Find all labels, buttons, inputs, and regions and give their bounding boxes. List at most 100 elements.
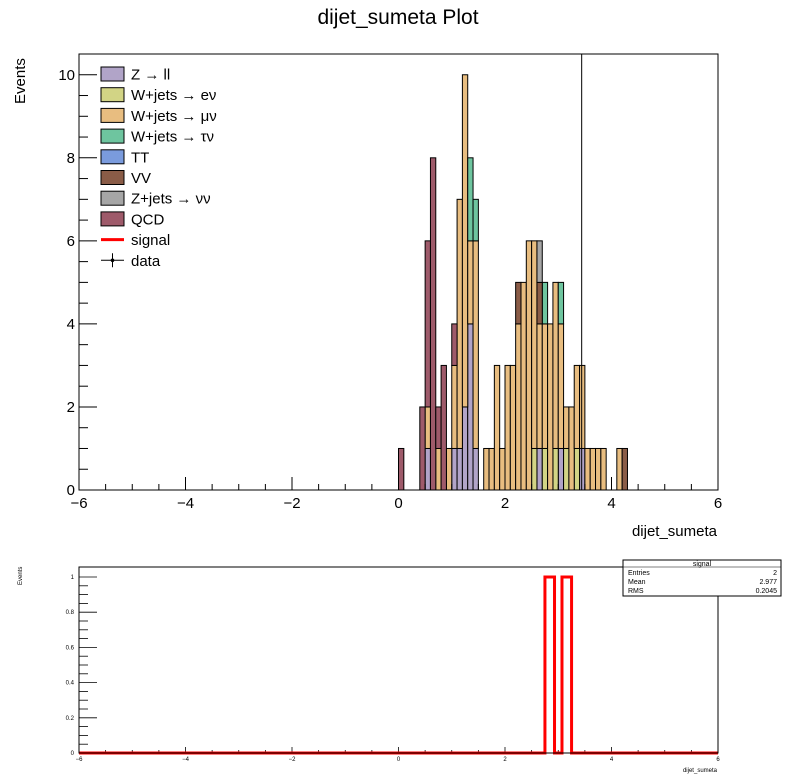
bar-w-munu-bin-26 xyxy=(547,323,554,491)
bar-z-ll-bin-3 xyxy=(424,447,431,491)
bar-w-munu-bin-22 xyxy=(525,240,533,491)
y-axis-label: Events xyxy=(12,58,29,104)
bar-w-munu-bin-33 xyxy=(584,447,591,491)
x-tick-label: 4 xyxy=(607,495,615,512)
legend-swatch-tt xyxy=(100,149,125,165)
legend-label-w-enu: W+jets → eν xyxy=(131,87,216,104)
legend-label-tt: TT xyxy=(131,149,149,166)
y-tick-label: 0 xyxy=(67,482,75,499)
bar-w-munu-bin-31 xyxy=(573,364,581,449)
bar-w-munu-bin-11 xyxy=(467,240,474,325)
signal-x-axis-label: dijet_sumeta xyxy=(683,768,718,774)
legend-label-w-taunu: W+jets → τν xyxy=(131,129,214,146)
bar-z-ll-bin-9 xyxy=(456,447,463,491)
bar-vv-bin-39 xyxy=(621,447,628,491)
signal-y-tick-label: 1 xyxy=(71,575,75,581)
bar-w-munu-bin-18 xyxy=(504,364,511,491)
bar-w-munu-bin-12 xyxy=(472,240,479,449)
bar-w-enu-bin-23 xyxy=(531,447,538,491)
signal-y-tick-label: 0.2 xyxy=(66,716,75,722)
bar-vv-bin-20 xyxy=(515,281,522,325)
bar-w-munu-bin-28 xyxy=(557,323,565,449)
y-tick-label: 10 xyxy=(58,67,75,84)
x-tick-label: −2 xyxy=(283,495,300,512)
bar-w-munu-bin-14 xyxy=(483,447,490,491)
stats-value-rms: 0.2045 xyxy=(756,588,778,595)
stats-label-mean: Mean xyxy=(628,579,646,586)
signal-x-tick-label: 2 xyxy=(503,757,507,763)
legend-swatch-w-taunu xyxy=(100,128,125,144)
y-tick-label: 8 xyxy=(67,150,75,167)
bar-w-munu-bin-20 xyxy=(515,323,522,491)
bar-z-ll-bin-28 xyxy=(557,447,565,491)
signal-x-tick-label: −4 xyxy=(182,757,190,763)
bar-w-taunu-bin-25 xyxy=(541,281,549,325)
bar-qcd-bin-2 xyxy=(419,406,426,491)
main-axes-group: −6 −4 −2 0 2 4 6 0 2 4 6 8 10 xyxy=(58,53,722,512)
bar-z-ll-bin-11 xyxy=(467,323,474,491)
signal-y-tick-label: 0.4 xyxy=(66,681,75,687)
bar-w-taunu-bin-28 xyxy=(557,281,565,325)
signal-y-tick-label: 0.6 xyxy=(66,645,75,651)
bar-z-ll-bin-24 xyxy=(536,447,543,491)
x-tick-label: 0 xyxy=(394,495,402,512)
chart-title: dijet_sumeta Plot xyxy=(317,6,478,29)
bar-w-munu-bin-36 xyxy=(600,447,607,491)
signal-plot-frame xyxy=(78,566,719,754)
legend-label-data: data xyxy=(131,253,161,270)
bar-w-munu-bin-19 xyxy=(509,364,517,491)
bar-w-enu-bin-27 xyxy=(552,447,559,491)
legend-label-z-ll: Z → ll xyxy=(131,67,170,84)
legend-label-signal: signal xyxy=(131,232,170,249)
bar-w-enu-bin-25 xyxy=(541,447,549,491)
x-tick-label: 2 xyxy=(501,495,509,512)
bar-z-ll-bin-10 xyxy=(461,406,469,491)
legend-label-qcd: QCD xyxy=(131,211,165,228)
signal-y-tick-label: 0 xyxy=(71,751,75,757)
bar-w-enu-bin-31 xyxy=(573,447,581,491)
bar-w-munu-bin-25 xyxy=(541,323,549,449)
signal-x-tick-label: 0 xyxy=(397,757,401,763)
bar-w-munu-bin-35 xyxy=(595,447,602,491)
legend-label-vv: VV xyxy=(131,170,151,187)
y-tick-label: 2 xyxy=(67,399,75,416)
bar-qcd-bin-6 xyxy=(440,364,447,491)
stats-label-entries: Entries xyxy=(628,570,650,577)
bar-z-ll-bin-32 xyxy=(579,447,586,491)
bar-w-munu-bin-32 xyxy=(579,364,586,449)
bar-w-munu-bin-5 xyxy=(435,447,442,491)
legend-swatch-w-enu xyxy=(100,87,125,103)
signal-x-tick-label: −2 xyxy=(289,757,297,763)
stats-box-title: signal xyxy=(693,561,712,568)
bar-qcd-bin-0 xyxy=(398,447,405,491)
signal-x-tick-label: −6 xyxy=(76,757,84,763)
legend-swatch-w-munu xyxy=(100,107,125,123)
bar-w-munu-bin-34 xyxy=(589,447,597,491)
bar-w-munu-bin-7 xyxy=(445,447,453,491)
stats-box: signal Entries 2 Mean 2.977 RMS 0.2045 xyxy=(622,559,782,597)
signal-histogram-line xyxy=(79,575,718,755)
legend: Z → ll W+jets → eν W+jets → μν W+jets → τν T… xyxy=(100,66,217,270)
signal-y-tick-label: 0.8 xyxy=(66,610,75,616)
bar-w-munu-bin-9 xyxy=(456,198,463,449)
bar-w-enu-bin-29 xyxy=(563,447,570,491)
stats-value-entries: 2 xyxy=(773,570,777,577)
bar-w-munu-bin-30 xyxy=(568,406,575,491)
x-tick-label: −6 xyxy=(70,495,87,512)
bar-w-munu-bin-10 xyxy=(461,74,469,408)
bar-w-munu-bin-21 xyxy=(520,281,527,491)
bar-w-munu-bin-15 xyxy=(488,447,495,491)
bar-w-munu-bin-17 xyxy=(499,447,506,491)
x-tick-label: 6 xyxy=(714,495,722,512)
bar-w-munu-bin-29 xyxy=(563,406,570,449)
stats-label-rms: RMS xyxy=(628,588,644,595)
bar-w-munu-bin-38 xyxy=(616,447,623,491)
bar-w-taunu-bin-11 xyxy=(467,157,474,242)
legend-swatch-z-ll xyxy=(100,66,125,82)
bar-w-munu-bin-27 xyxy=(552,281,559,449)
x-tick-label: −4 xyxy=(177,495,194,512)
y-tick-label: 4 xyxy=(67,316,75,333)
bar-w-munu-bin-23 xyxy=(531,240,538,449)
y-tick-label: 6 xyxy=(67,233,75,250)
